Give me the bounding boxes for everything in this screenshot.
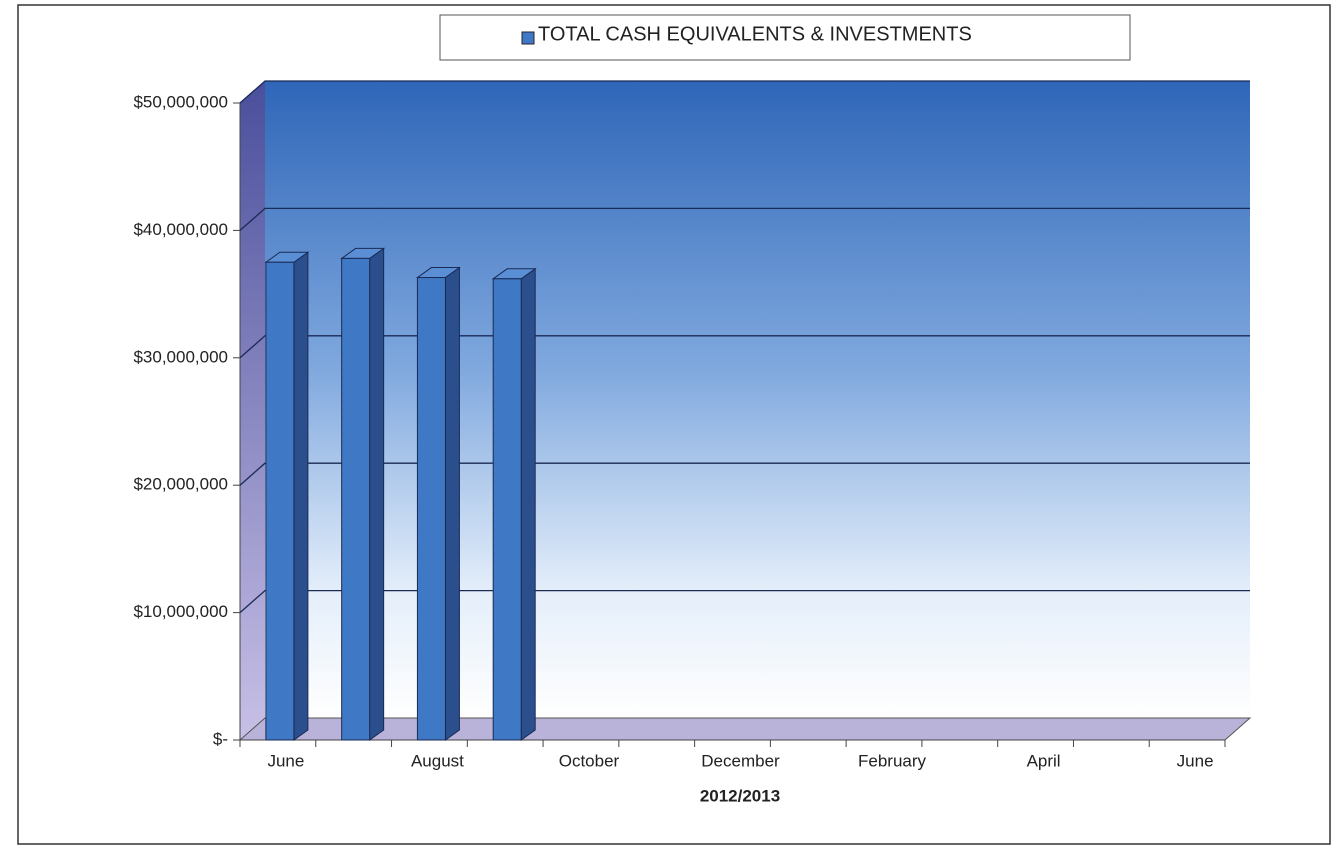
y-tick-label: $40,000,000	[133, 220, 228, 239]
x-tick-label: December	[701, 751, 780, 770]
bar	[340, 247, 386, 741]
y-tick-label: $30,000,000	[133, 347, 228, 366]
chart-frame	[17, 4, 1331, 845]
bar-side	[444, 266, 460, 741]
x-tick-label: February	[858, 751, 927, 770]
legend-label: TOTAL CASH EQUIVALENTS & INVESTMENTS	[538, 23, 972, 45]
legend-swatch	[521, 31, 535, 45]
bar-front	[341, 257, 371, 741]
bar	[491, 267, 537, 741]
bar-side	[293, 251, 309, 741]
grid-line	[239, 589, 1250, 614]
x-tick-label: June	[1177, 751, 1214, 770]
bar-front	[492, 278, 522, 741]
bar-side	[520, 267, 536, 741]
bar	[264, 251, 310, 741]
bar	[415, 266, 461, 741]
legend-box	[439, 14, 1131, 61]
grid-line	[239, 462, 1250, 486]
side-wall	[240, 81, 265, 740]
bar-front	[265, 261, 295, 741]
floor	[238, 717, 1252, 741]
grid-line	[239, 80, 1250, 104]
x-tick-label: October	[559, 751, 620, 770]
y-tick-label: $50,000,000	[133, 92, 228, 111]
bar-side	[369, 247, 385, 741]
y-tick-label: $20,000,000	[133, 475, 228, 494]
x-tick-label: August	[411, 751, 464, 770]
x-tick-label: June	[267, 751, 304, 770]
x-axis-title: 2012/2013	[700, 786, 780, 805]
grid-line	[239, 207, 1250, 231]
bar-front	[416, 277, 446, 741]
grid-line	[239, 335, 1250, 359]
y-tick-label: $-	[213, 729, 228, 748]
x-tick-label: April	[1027, 751, 1061, 770]
back-wall	[265, 81, 1250, 718]
y-tick-label: $10,000,000	[133, 602, 228, 621]
